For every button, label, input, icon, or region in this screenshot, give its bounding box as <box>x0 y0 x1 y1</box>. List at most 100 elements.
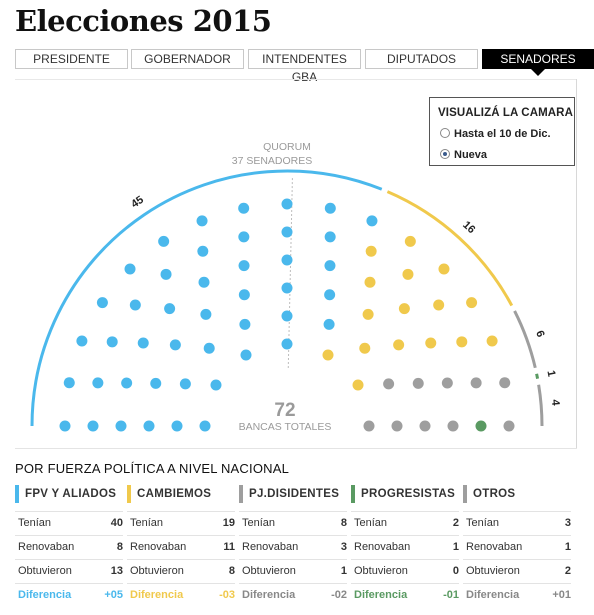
party-progresistas: PROGRESISTAS Tenían 2 Renovaban 1 Obtuvier… <box>351 485 459 607</box>
row-label: Obtuvieron <box>18 565 72 577</box>
seat-dot <box>419 420 431 432</box>
divider <box>15 448 577 449</box>
row-value: 2 <box>564 565 571 577</box>
seat-dot <box>129 299 141 311</box>
seat-dot <box>96 297 108 309</box>
row-value: 1 <box>452 541 459 553</box>
tab-label: DIPUTADOS <box>386 52 457 66</box>
row-value: +05 <box>104 589 123 601</box>
row-value: 13 <box>110 565 123 577</box>
seat-dot <box>447 420 459 432</box>
seat-dot <box>200 308 212 320</box>
seat-dot <box>196 215 208 227</box>
row-label: Renovaban <box>130 541 187 553</box>
party-cambiemos: CAMBIEMOS Tenían 19 Renovaban 11 Obtuviero… <box>127 485 235 607</box>
row-value: -01 <box>443 589 459 601</box>
seat-dot <box>238 260 250 272</box>
seat-dot <box>281 282 293 294</box>
tab-senadores[interactable]: SENADORES <box>482 49 594 76</box>
option-hasta-10-dic[interactable]: Hasta el 10 de Dic. <box>440 128 551 140</box>
seat-dot <box>124 263 136 275</box>
seat-dot <box>281 254 293 266</box>
row-label: Tenían <box>130 517 164 529</box>
seat-dot <box>404 235 416 247</box>
party-name: PJ.DISIDENTES <box>239 485 347 503</box>
arc-label: 6 <box>533 329 546 339</box>
radio-icon[interactable] <box>440 128 450 138</box>
seat-dot <box>363 420 375 432</box>
seat-dot <box>281 198 293 210</box>
row-label: Obtuvieron <box>130 565 184 577</box>
party-fpv: FPV Y ALIADOS Tenían 40 Renovaban 8 Obtuvi… <box>15 485 123 607</box>
row-value: 0 <box>452 565 459 577</box>
seat-dot <box>324 289 336 301</box>
row-label: Renovaban <box>354 541 411 553</box>
seat-dot <box>121 377 133 389</box>
seat-dot <box>393 339 405 351</box>
seat-dot <box>466 297 478 309</box>
row-label: Obtuvieron <box>466 565 520 577</box>
row-value: +01 <box>552 589 571 601</box>
tab-presidente[interactable]: PRESIDENTE <box>15 49 128 69</box>
quorum-label: QUORUM <box>263 141 311 153</box>
row-value: 8 <box>340 517 347 529</box>
seat-dot <box>158 235 170 247</box>
row-obtuvieron: Obtuvieron 0 <box>351 559 459 583</box>
seat-dot <box>359 342 371 354</box>
tab-gobernador[interactable]: GOBERNADOR <box>131 49 244 69</box>
tab-intendentes-gba[interactable]: INTENDENTES GBA <box>248 49 361 84</box>
seat-dot <box>456 336 468 348</box>
tab-diputados[interactable]: DIPUTADOS <box>365 49 478 69</box>
row-label: Diferencia <box>18 589 72 601</box>
row-diferencia: Diferencia -02 <box>239 583 347 607</box>
page-title: Elecciones 2015 <box>15 4 272 38</box>
seat-dot <box>366 215 378 227</box>
row-value: 8 <box>228 565 235 577</box>
row-label: Tenían <box>242 517 276 529</box>
seat-dot <box>324 202 336 214</box>
seat-dot <box>199 420 211 432</box>
row-tenian: Tenían 19 <box>127 511 235 535</box>
row-label: Diferencia <box>242 589 296 601</box>
seat-dot <box>169 339 181 351</box>
row-label: Obtuvieron <box>354 565 408 577</box>
row-value: 40 <box>110 517 123 529</box>
row-value: 3 <box>564 517 571 529</box>
seat-dot <box>143 420 155 432</box>
radio-selected-icon[interactable] <box>440 149 450 159</box>
seat-dot <box>203 342 215 354</box>
arc-label: 16 <box>460 219 477 236</box>
party-name: OTROS <box>463 485 571 503</box>
row-tenian: Tenían 40 <box>15 511 123 535</box>
seat-dot <box>76 335 88 347</box>
divider <box>576 79 577 449</box>
arc-segment <box>30 169 383 427</box>
option-label: Hasta el 10 de Dic. <box>454 128 551 140</box>
party-name: PROGRESISTAS <box>351 485 459 503</box>
section-title: POR FUERZA POLÍTICA A NIVEL NACIONAL <box>15 461 290 476</box>
seat-dot <box>441 377 453 389</box>
row-renovaban: Renovaban 1 <box>463 535 571 559</box>
tab-label: PRESIDENTE <box>33 52 110 66</box>
party-pj-disidentes: PJ.DISIDENTES Tenían 8 Renovaban 3 Obtuvie… <box>239 485 347 607</box>
row-label: Diferencia <box>354 589 408 601</box>
row-label: Obtuvieron <box>242 565 296 577</box>
row-renovaban: Renovaban 1 <box>351 535 459 559</box>
seat-dot <box>238 231 250 243</box>
seat-dot <box>433 299 445 311</box>
seat-dot <box>238 289 250 301</box>
seat-dot <box>503 420 515 432</box>
row-tenian: Tenían 2 <box>351 511 459 535</box>
seat-dot <box>499 377 511 389</box>
option-nueva[interactable]: Nueva <box>440 149 487 161</box>
party-name: CAMBIEMOS <box>127 485 235 503</box>
total-seats-label: BANCAS TOTALES <box>239 421 332 433</box>
row-value: 3 <box>340 541 347 553</box>
row-renovaban: Renovaban 8 <box>15 535 123 559</box>
seat-dot <box>402 268 414 280</box>
seat-dot <box>362 308 374 320</box>
row-value: 19 <box>222 517 235 529</box>
option-label: Nueva <box>454 149 488 161</box>
seat-dot <box>87 420 99 432</box>
